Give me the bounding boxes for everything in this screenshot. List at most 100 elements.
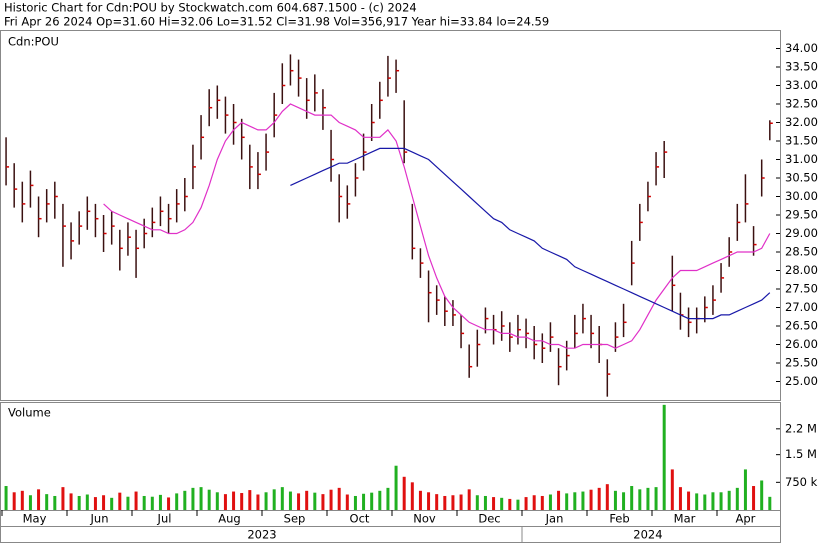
volume-bar — [191, 487, 195, 510]
volume-bar — [183, 490, 187, 510]
month-label: Apr — [735, 512, 755, 526]
month-label: Jul — [157, 512, 172, 526]
volume-bar — [12, 492, 16, 510]
volume-bar — [524, 497, 528, 510]
volume-bar — [605, 484, 609, 510]
volume-bar — [573, 492, 577, 510]
chart-title: Historic Chart for Cdn:POU by Stockwatch… — [4, 1, 417, 15]
month-label: Jan — [545, 512, 564, 526]
volume-bar — [500, 497, 504, 510]
month-label: Nov — [413, 512, 436, 526]
volume-bar — [134, 491, 138, 510]
volume-bar — [711, 492, 715, 510]
volume-bar — [329, 489, 333, 510]
y-tick-label: 27.00 — [785, 300, 818, 314]
y-tick-label: 31.00 — [785, 152, 818, 166]
volume-bar — [451, 495, 455, 510]
volume-bar — [565, 493, 569, 510]
y-tick-label: 28.00 — [785, 263, 818, 277]
volume-bar — [508, 498, 512, 510]
volume-bar — [93, 497, 97, 510]
month-label: Jun — [90, 512, 109, 526]
volume-bar — [435, 494, 439, 510]
volume-bar — [589, 489, 593, 510]
volume-bar — [77, 495, 81, 510]
volume-bar — [20, 490, 24, 510]
volume-bar — [248, 490, 252, 510]
volume-bar — [378, 490, 382, 510]
volume-tick-label: 2.2 M — [785, 421, 817, 435]
chart-subtitle: Fri Apr 26 2024 Op=31.60 Hi=32.06 Lo=31.… — [4, 15, 549, 29]
y-tick-label: 33.50 — [785, 60, 818, 74]
year-label: 2023 — [247, 528, 276, 542]
volume-bar — [53, 495, 57, 510]
volume-bar — [703, 494, 707, 510]
volume-bar — [597, 487, 601, 510]
volume-bar — [126, 496, 130, 510]
y-tick-label: 26.00 — [785, 337, 818, 351]
volume-bar — [45, 494, 49, 510]
y-tick-label: 30.00 — [785, 189, 818, 203]
month-label: Dec — [478, 512, 500, 526]
moving-average-short — [103, 103, 771, 349]
y-tick-label: 30.50 — [785, 171, 818, 185]
volume-bar — [402, 476, 406, 510]
volume-bar — [394, 465, 398, 510]
volume-bar — [337, 487, 341, 510]
volume-bar — [427, 492, 431, 510]
month-label: Sep — [284, 512, 306, 526]
volume-bar — [548, 494, 552, 510]
month-label: Oct — [350, 512, 370, 526]
volume-bar — [215, 492, 219, 510]
volume-bar — [646, 487, 650, 510]
volume-bar — [272, 489, 276, 510]
month-label: Mar — [674, 512, 696, 526]
volume-bar — [386, 487, 390, 510]
y-tick-label: 32.00 — [785, 115, 818, 129]
volume-bar — [418, 490, 422, 510]
volume-bar — [670, 469, 674, 510]
volume-bar — [695, 493, 699, 510]
volume-bar — [719, 492, 723, 510]
y-tick-label: 25.50 — [785, 356, 818, 370]
volume-bar — [540, 495, 544, 510]
volume-bar — [467, 489, 471, 510]
volume-bar — [638, 489, 642, 510]
volume-bar — [678, 487, 682, 510]
volume-bar — [752, 486, 756, 510]
volume-bar — [613, 490, 617, 510]
volume-bar — [622, 492, 626, 510]
volume-bar — [85, 494, 89, 510]
month-label: Feb — [609, 512, 629, 526]
volume-bar — [321, 494, 325, 510]
volume-bar — [370, 492, 374, 510]
volume-bar — [199, 487, 203, 510]
volume-bar — [768, 496, 772, 510]
moving-average-long — [290, 147, 771, 320]
volume-bar — [743, 469, 747, 510]
y-tick-label: 31.50 — [785, 134, 818, 148]
volume-bar — [223, 494, 227, 510]
symbol-label: Cdn:POU — [8, 35, 59, 49]
volume-bar — [288, 491, 292, 510]
volume-bar — [28, 495, 32, 510]
volume-bar — [297, 493, 301, 510]
volume-bar — [167, 497, 171, 510]
volume-tick-label: 1.5 M — [785, 447, 817, 461]
volume-bar — [240, 493, 244, 510]
year-label: 2024 — [633, 528, 662, 542]
price-panel — [0, 30, 781, 401]
volume-bar — [256, 494, 260, 510]
volume-bar — [362, 493, 366, 510]
y-tick-label: 26.50 — [785, 319, 818, 333]
y-tick-label: 34.00 — [785, 41, 818, 55]
volume-bar — [581, 491, 585, 510]
volume-bar — [102, 495, 106, 510]
volume-bar — [118, 492, 122, 510]
volume-bar — [410, 482, 414, 510]
volume-bar — [280, 487, 284, 510]
volume-bar — [345, 494, 349, 510]
